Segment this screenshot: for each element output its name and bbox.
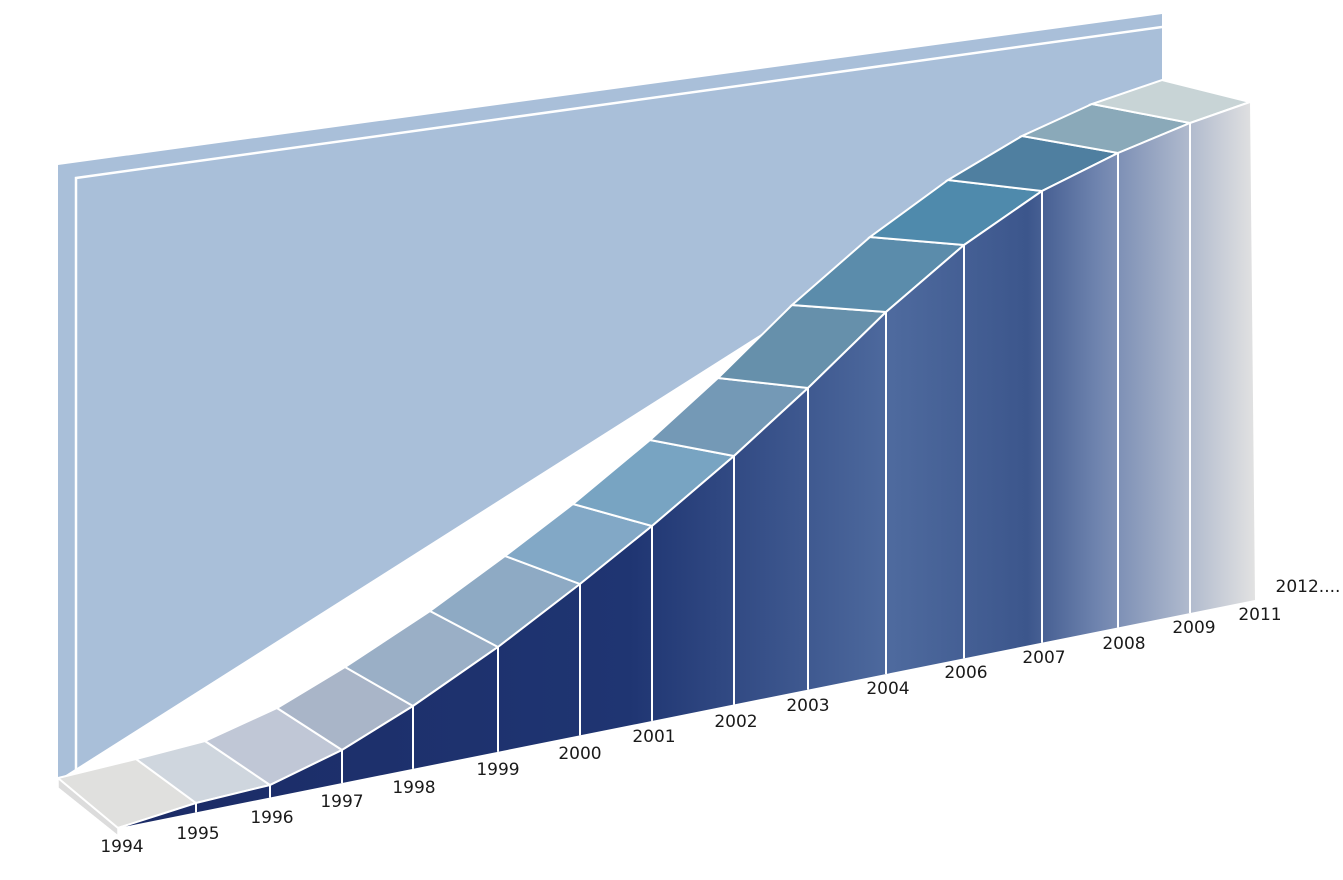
year-label: 2003: [786, 696, 829, 716]
year-label: 2004: [866, 679, 909, 699]
year-label: 2001: [632, 727, 675, 747]
year-label: 2009: [1172, 618, 1215, 638]
year-label: 2002: [714, 712, 757, 732]
year-label: 2008: [1102, 634, 1145, 654]
year-label: 1996: [250, 808, 293, 828]
back-wall: [58, 14, 1162, 780]
top-edge: [117, 101, 1251, 829]
wall-outline: [74, 25, 1178, 770]
year-label: 1995: [176, 824, 219, 844]
year-label: 2000: [558, 744, 601, 764]
year-label: 2007: [1022, 648, 1065, 668]
year-label: 1998: [392, 778, 435, 798]
year-label: 1999: [476, 760, 519, 780]
year-label: 1994: [100, 837, 143, 857]
front-face: [117, 80, 1255, 829]
year-label: 2006: [944, 663, 987, 683]
year-label: 2012....: [1276, 577, 1341, 597]
year-label: 2011: [1238, 605, 1281, 625]
front-surface: [118, 102, 1255, 828]
year-label: 1997: [320, 792, 363, 812]
year-labels: 1994 1995 1996 1997 1998 1999 2000 2001 2002 2003…: [100, 577, 1340, 857]
top-surface: [55, 78, 1254, 830]
